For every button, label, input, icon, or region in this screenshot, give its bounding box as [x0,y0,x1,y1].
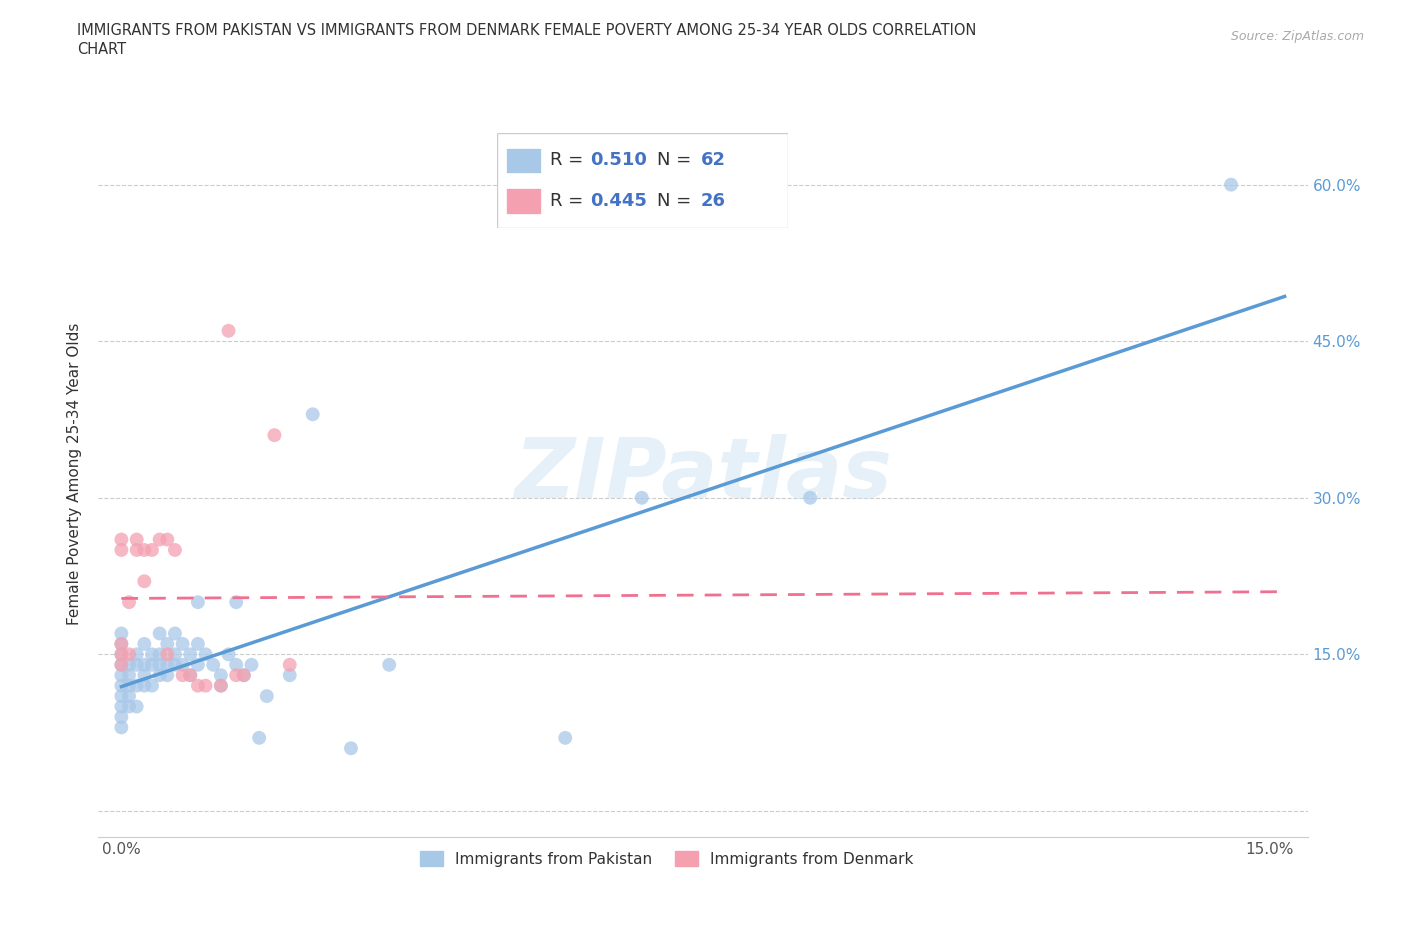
Point [110,658,132,672]
Point [118,678,141,693]
Point [378,658,401,672]
Point [110,668,132,683]
Point [209,668,232,683]
Point [187,658,209,672]
Point [125,647,148,662]
Point [125,532,148,547]
Text: Source: ZipAtlas.com: Source: ZipAtlas.com [1230,30,1364,43]
Point [156,532,179,547]
Point [163,658,186,672]
Point [118,699,141,714]
Point [110,658,132,672]
Point [240,658,263,672]
Point [278,658,301,672]
Point [149,647,172,662]
Point [172,658,194,672]
Point [179,668,201,683]
Point [110,710,132,724]
Point [110,647,132,662]
Point [141,658,163,672]
Point [172,668,194,683]
Point [134,542,156,557]
Point [301,406,323,421]
Point [141,647,163,662]
Point [110,678,132,693]
Point [156,668,179,683]
Point [125,542,148,557]
Point [149,532,172,547]
Point [225,658,247,672]
Point [256,688,278,703]
Point [209,678,232,693]
Point [187,678,209,693]
Point [118,688,141,703]
Point [118,658,141,672]
Point [125,658,148,672]
Point [194,647,217,662]
Point [110,636,132,651]
Text: ZIPatlas: ZIPatlas [515,433,891,515]
Point [110,699,132,714]
Point [110,636,132,651]
Point [187,594,209,609]
Point [163,647,186,662]
Point [149,668,172,683]
Point [110,542,132,557]
Point [225,594,247,609]
Point [149,626,172,641]
Text: IMMIGRANTS FROM PAKISTAN VS IMMIGRANTS FROM DENMARK FEMALE POVERTY AMONG 25-34 Y: IMMIGRANTS FROM PAKISTAN VS IMMIGRANTS F… [77,23,977,38]
Point [202,658,225,672]
Point [163,626,186,641]
Point [247,730,270,745]
Point [118,594,141,609]
Point [110,647,132,662]
Point [232,668,254,683]
Point [110,720,132,735]
Point [141,542,163,557]
Point [110,688,132,703]
Point [156,636,179,651]
Point [134,668,156,683]
Point [340,741,363,756]
Point [179,668,201,683]
Point [1220,178,1243,193]
Point [179,647,201,662]
Point [218,324,240,339]
Point [187,636,209,651]
Point [134,658,156,672]
Point [232,668,254,683]
Point [134,574,156,589]
Text: CHART: CHART [77,42,127,57]
Point [118,668,141,683]
Point [156,658,179,672]
Point [799,490,821,505]
Point [118,647,141,662]
Point [110,532,132,547]
Point [194,678,217,693]
Point [278,668,301,683]
Point [125,678,148,693]
Point [218,647,240,662]
Point [156,647,179,662]
Point [125,699,148,714]
Point [209,678,232,693]
Point [134,678,156,693]
Point [141,678,163,693]
Legend: Immigrants from Pakistan, Immigrants from Denmark: Immigrants from Pakistan, Immigrants fro… [413,844,920,873]
Point [263,428,285,443]
Point [172,636,194,651]
Point [110,626,132,641]
Point [630,490,652,505]
Y-axis label: Female Poverty Among 25-34 Year Olds: Female Poverty Among 25-34 Year Olds [67,323,83,626]
Point [149,658,172,672]
Point [554,730,576,745]
Point [134,636,156,651]
Point [225,668,247,683]
Point [163,542,186,557]
